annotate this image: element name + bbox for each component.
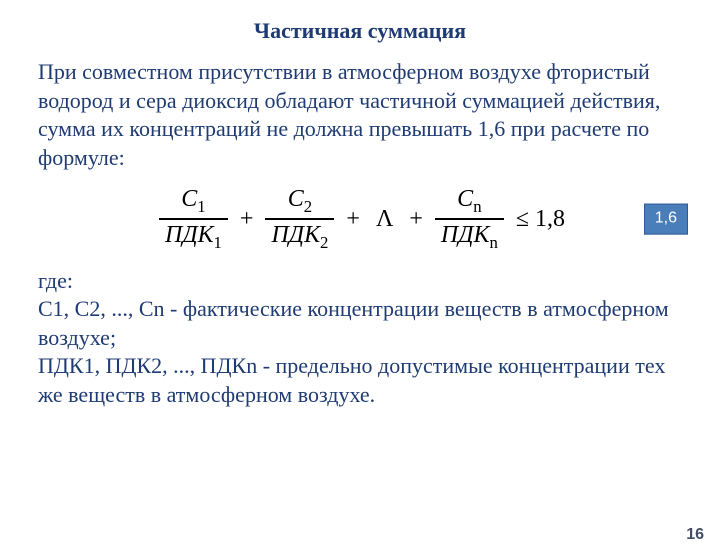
where-label: где: [38,267,682,296]
ellipsis: Λ [376,204,393,235]
limit-badge: 1,6 [644,204,688,235]
intro-paragraph: При совместном присутствии в атмосферном… [38,58,682,172]
where-line-1: С1, С2, ..., Сn - фактические концентрац… [38,295,682,352]
formula: C1 ПДК1 + C2 ПДК2 + Λ + Cn ПДКn ≤ 1,8 [155,186,565,252]
page-number: 16 [686,526,704,544]
formula-comparator: ≤ 1,8 [516,204,565,235]
fraction-2: C2 ПДК2 [265,186,334,252]
where-block: где: С1, С2, ..., Сn - фактические конце… [38,267,682,410]
plus-1: + [240,204,254,235]
slide-content: При совместном присутствии в атмосферном… [0,58,720,410]
where-line-2: ПДК1, ПДК2, ..., ПДКn - предельно допуст… [38,352,682,409]
plus-3: + [409,204,423,235]
fraction-1: C1 ПДК1 [159,186,228,252]
formula-row: C1 ПДК1 + C2 ПДК2 + Λ + Cn ПДКn ≤ 1,8 1,… [38,186,682,252]
fraction-n: Cn ПДКn [435,186,504,252]
slide-title: Частичная суммация [0,18,720,44]
plus-2: + [346,204,360,235]
